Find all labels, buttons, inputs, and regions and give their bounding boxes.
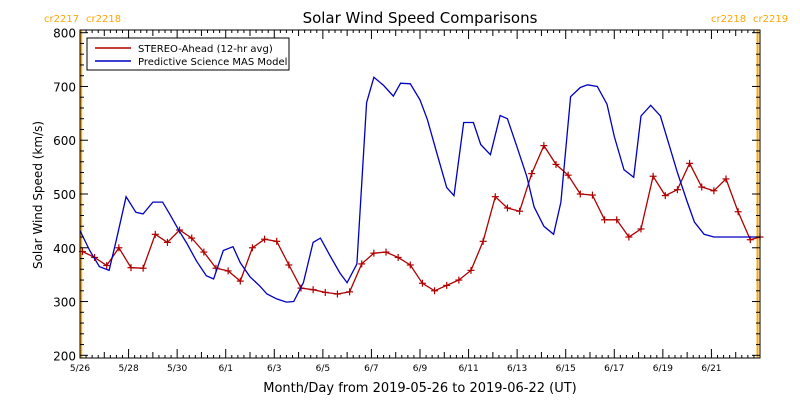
x-tick-label-6-11: 6/11 [458, 364, 478, 374]
cr-label-right-b: cr2219 [753, 14, 788, 25]
series-point-0 [552, 160, 560, 168]
plot-frame [79, 29, 761, 359]
series-line-0 [82, 144, 761, 295]
x-axis-label: Month/Day from 2019-05-26 to 2019-06-22 … [263, 381, 576, 396]
series-point-0 [576, 190, 584, 198]
y-tick-label-200: 200 [53, 349, 76, 363]
x-tick-label-5-28: 5/28 [118, 364, 138, 374]
series-point-0 [163, 238, 171, 246]
series-point-0 [734, 208, 742, 216]
x-tick-label-6-1: 6/1 [218, 364, 232, 374]
legend-label-stereo: STEREO-Ahead (12-hr avg) [138, 44, 273, 55]
series-point-0 [649, 172, 657, 180]
y-tick-label-400: 400 [53, 242, 76, 256]
series-point-0 [516, 207, 524, 215]
series-line-1 [79, 76, 760, 303]
y-tick-label-600: 600 [53, 134, 76, 148]
series-point-0 [139, 264, 147, 272]
series-point-0 [479, 237, 487, 245]
series-point-0 [309, 286, 317, 294]
series-point-0 [710, 187, 718, 195]
y-axis-label: Solar Wind Speed (km/s) [31, 121, 45, 269]
series-point-0 [467, 266, 475, 274]
x-tick-label-6-13: 6/13 [507, 364, 527, 374]
x-tick-label-6-21: 6/21 [701, 364, 721, 374]
series-point-0 [115, 244, 123, 252]
cr-label-left-a: cr2217 [44, 14, 79, 25]
series-point-0 [127, 264, 135, 272]
series-point-0 [637, 225, 645, 233]
series-point-0 [188, 234, 196, 242]
series-point-0 [333, 290, 341, 298]
x-tick-label-6-9: 6/9 [413, 364, 428, 374]
series-point-0 [722, 175, 730, 183]
cr-label-left-b: cr2218 [86, 14, 121, 25]
series-point-0 [285, 261, 293, 269]
series-point-0 [406, 261, 414, 269]
series-point-0 [224, 267, 232, 275]
series-point-0 [346, 288, 354, 296]
series-point-0 [540, 142, 548, 150]
series-point-0 [698, 183, 706, 191]
series-point-0 [431, 287, 439, 295]
series-point-0 [455, 276, 463, 284]
series-layer [78, 76, 764, 303]
series-point-0 [491, 193, 499, 201]
x-tick-label-6-17: 6/17 [604, 364, 624, 374]
x-tick-label-6-3: 6/3 [267, 364, 281, 374]
series-point-0 [503, 204, 511, 212]
cr-label-right-a: cr2218 [711, 14, 746, 25]
x-tick-label-6-5: 6/5 [316, 364, 330, 374]
series-point-0 [358, 260, 366, 268]
chart-title: Solar Wind Speed Comparisons [303, 9, 538, 27]
series-point-0 [601, 216, 609, 224]
series-point-0 [261, 235, 269, 243]
x-tick-label-6-19: 6/19 [653, 364, 673, 374]
series-point-0 [382, 248, 390, 256]
series-point-0 [273, 237, 281, 245]
series-point-0 [103, 262, 111, 270]
series-point-0 [236, 277, 244, 285]
series-point-0 [625, 233, 633, 241]
y-tick-label-800: 800 [53, 27, 76, 41]
legend: STEREO-Ahead (12-hr avg) Predictive Scie… [86, 37, 290, 71]
carrington-marker-lines [80, 30, 759, 358]
series-point-0 [588, 191, 596, 199]
series-point-0 [564, 171, 572, 179]
series-point-0 [673, 186, 681, 194]
legend-label-mas: Predictive Science MAS Model [138, 57, 287, 68]
series-point-0 [418, 279, 426, 287]
y-tick-label-500: 500 [53, 188, 76, 202]
x-tick-label-5-30: 5/30 [167, 364, 187, 374]
series-point-0 [200, 248, 208, 256]
x-tick-label-6-7: 6/7 [364, 364, 378, 374]
series-point-0 [528, 170, 536, 178]
y-tick-label-700: 700 [53, 80, 76, 94]
series-point-0 [370, 249, 378, 257]
legend-box [86, 37, 290, 71]
series-point-0 [661, 192, 669, 200]
axes-layer: 200 300 400 500 600 700 800 5/26 5/28 5/30 6/1 6/3 6… [53, 27, 761, 374]
series-point-0 [321, 288, 329, 296]
series-point-0 [248, 244, 256, 252]
series-point-0 [686, 159, 694, 167]
y-tick-label-300: 300 [53, 296, 76, 310]
x-tick-label-6-15: 6/15 [556, 364, 576, 374]
series-point-0 [443, 281, 451, 289]
x-tick-label-5-26: 5/26 [70, 364, 90, 374]
series-point-0 [151, 230, 159, 238]
series-point-0 [394, 253, 402, 261]
series-point-0 [613, 216, 621, 224]
